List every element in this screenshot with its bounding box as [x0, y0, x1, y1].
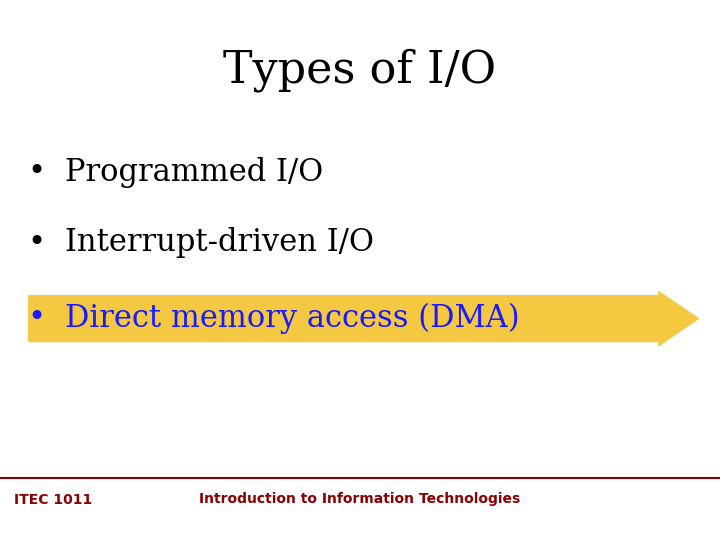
- FancyArrow shape: [29, 292, 698, 346]
- Text: Introduction to Information Technologies: Introduction to Information Technologies: [199, 492, 521, 507]
- Text: Types of I/O: Types of I/O: [223, 49, 497, 92]
- Text: Direct memory access (DMA): Direct memory access (DMA): [65, 303, 519, 334]
- Text: Programmed I/O: Programmed I/O: [65, 157, 323, 188]
- Text: Interrupt-driven I/O: Interrupt-driven I/O: [65, 227, 374, 259]
- Text: •: •: [27, 303, 45, 334]
- Text: ITEC 1011: ITEC 1011: [14, 492, 93, 507]
- Text: •: •: [27, 157, 45, 188]
- Text: •: •: [27, 227, 45, 259]
